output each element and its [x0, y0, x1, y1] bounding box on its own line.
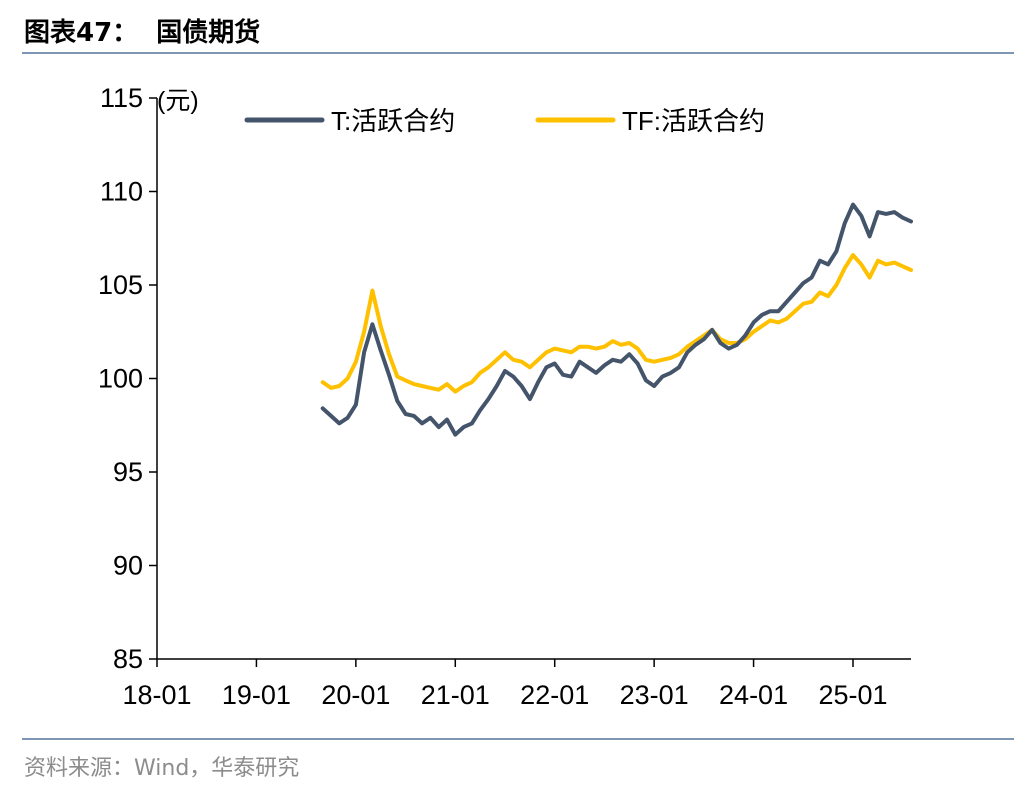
x-tick-label: 19-01: [222, 680, 291, 710]
x-tick-label: 23-01: [620, 680, 689, 710]
y-tick-label: 85: [113, 644, 143, 674]
x-tick-label: 18-01: [122, 680, 191, 710]
x-tick-label: 25-01: [818, 680, 887, 710]
legend-label-1: T:活跃合约: [331, 106, 455, 136]
legend-label-2: TF:活跃合约: [622, 106, 765, 136]
chart-legend: T:活跃合约 TF:活跃合约: [244, 106, 765, 136]
source-note: 资料来源：Wind，华泰研究: [24, 756, 300, 781]
y-tick-label: 95: [113, 457, 143, 487]
x-tick-label: 24-01: [719, 680, 788, 710]
y-tick-label: 100: [98, 364, 143, 394]
x-tick-label: 22-01: [520, 680, 589, 710]
figure-title: 图表47： 国债期货: [24, 18, 261, 48]
y-tick-label: 110: [100, 177, 143, 207]
x-tick-label: 21-01: [421, 680, 490, 710]
y-tick-label: 105: [98, 270, 143, 300]
series-line-1: [320, 202, 913, 437]
top-divider: [22, 52, 1014, 54]
bottom-divider: [22, 738, 1014, 740]
chart-axes: 85 90 95 100 105 110 115 18-01 19-01 20-01 21-01 22…: [98, 83, 911, 710]
series-line-2: [320, 253, 913, 394]
chart-series: [320, 202, 913, 437]
x-tick-label: 20-01: [321, 680, 390, 710]
y-tick-label: 115: [100, 83, 143, 113]
y-unit-label: (元): [157, 87, 199, 115]
y-tick-label: 90: [113, 551, 143, 581]
